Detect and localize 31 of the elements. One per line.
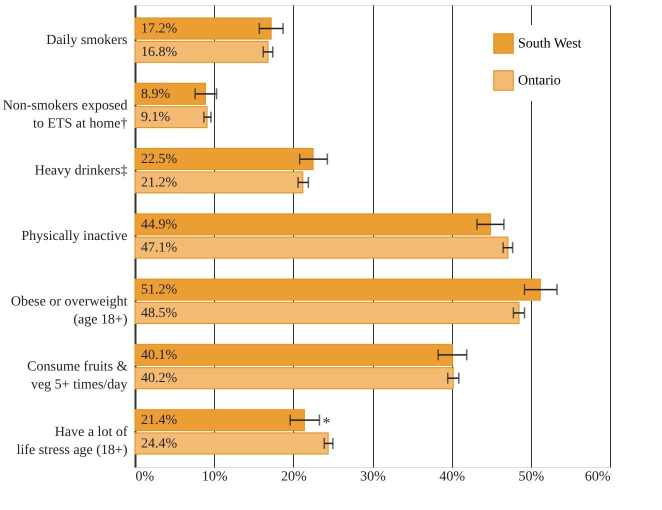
data-label: 40.1% (141, 348, 178, 363)
legend-label: Ontario (518, 74, 561, 88)
x-tick-label: 0% (136, 470, 154, 484)
data-label: 17.2% (141, 22, 178, 37)
legend-label: South West (518, 36, 582, 52)
y-tick-label: Physically inactive (21, 229, 128, 244)
x-tick-label: 10% (202, 470, 228, 484)
annotation: * (322, 415, 330, 432)
y-tick-label: Have a lot of life stress age (18+) (16, 424, 128, 458)
y-tick-label: Non-smokers exposed to ETS at home† (2, 98, 128, 132)
x-tick-label: 40% (439, 470, 466, 484)
y-tick-label: Obese or overweight (age 18+) (10, 294, 128, 328)
data-label: 16.8% (141, 44, 178, 60)
data-label: 21.4% (141, 413, 178, 428)
data-label: 21.2% (141, 175, 178, 190)
data-label: 24.4% (141, 436, 178, 452)
data-label: 51.2% (141, 282, 178, 298)
data-label: 8.9% (141, 86, 170, 102)
y-tick-label: Daily smokers (46, 33, 128, 48)
y-tick-label: Consume fruits & veg 5+ times/day (27, 360, 128, 393)
x-tick-label: 30% (360, 470, 386, 484)
x-tick-label: 20% (280, 470, 307, 484)
x-tick-label: 50% (518, 470, 544, 484)
data-label: 40.2% (141, 371, 178, 386)
y-tick-label: Heavy drinkers‡ (34, 164, 128, 179)
data-label: 44.9% (141, 217, 178, 232)
x-tick-label: 60% (584, 470, 611, 484)
data-label: 9.1% (141, 110, 170, 126)
data-label: 48.5% (141, 306, 178, 321)
data-label: 47.1% (141, 240, 178, 256)
data-label: 22.5% (141, 152, 178, 168)
